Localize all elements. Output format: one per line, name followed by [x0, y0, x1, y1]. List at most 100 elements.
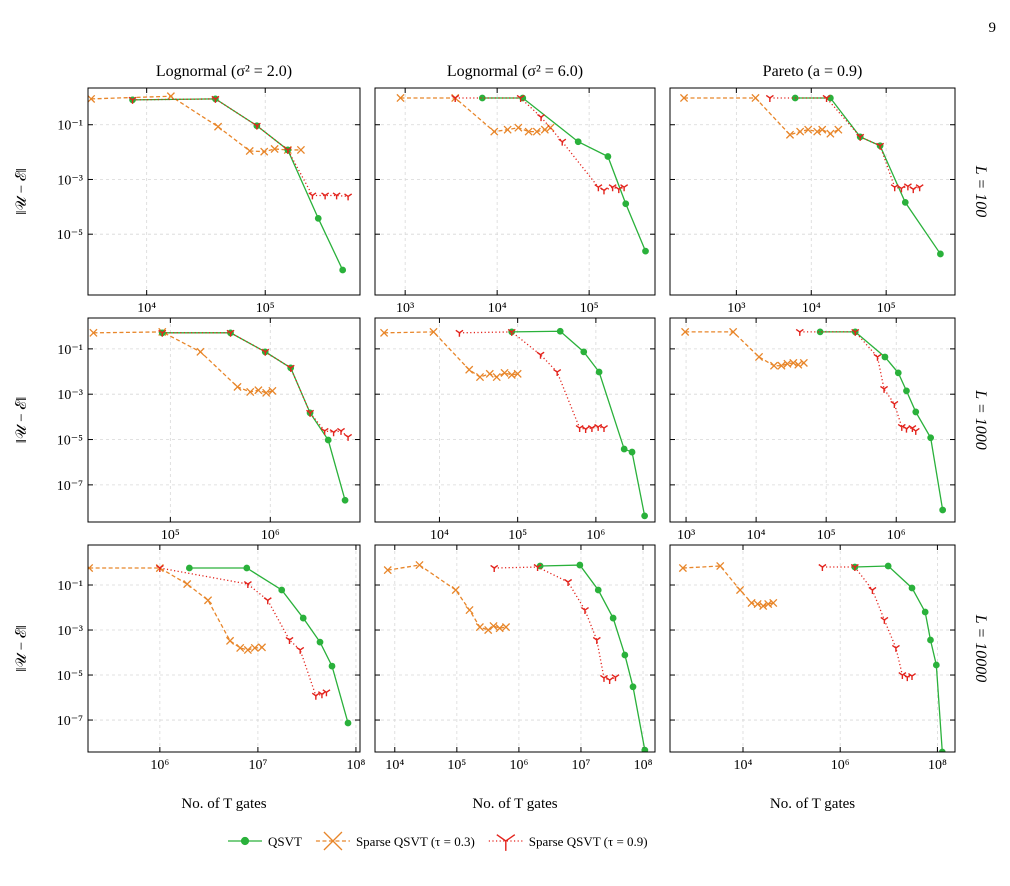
plot-series: [88, 92, 353, 274]
data-point: [344, 433, 353, 441]
plot-frame: [87, 317, 361, 523]
row-label: L = 1000: [972, 389, 989, 449]
data-point: [185, 564, 193, 572]
y-tick-label: 10⁻⁷: [57, 479, 83, 494]
data-point: [489, 622, 498, 631]
x-tick-label: 10⁵: [817, 528, 836, 543]
data-point: [628, 448, 636, 456]
data-point: [262, 388, 271, 397]
y-tick-label: 10⁻⁷: [57, 714, 83, 729]
data-point: [524, 127, 533, 136]
data-point: [898, 671, 907, 679]
series-line: [159, 567, 327, 697]
data-point: [813, 127, 822, 136]
x-tick-label: 10⁶: [586, 528, 605, 543]
data-point: [344, 193, 353, 201]
data-point: [818, 563, 827, 571]
data-point: [604, 153, 612, 160]
data-point: [196, 347, 205, 356]
series-line: [132, 98, 349, 198]
data-point: [897, 185, 906, 193]
plot-area: [375, 88, 655, 295]
x-axis-label: No. of T gates: [472, 796, 557, 812]
data-point: [329, 429, 338, 437]
y-tick-label: 10⁻⁵: [57, 434, 83, 449]
data-point: [344, 719, 352, 727]
data-point: [822, 94, 831, 102]
data-point: [553, 368, 562, 376]
x-tick-label: 10⁶: [887, 528, 906, 543]
column-title: Lognormal (σ² = 2.0): [156, 63, 292, 80]
plot-frame: [669, 544, 956, 753]
data-point: [592, 636, 601, 644]
y-tick-label: 10⁻¹: [57, 343, 83, 358]
data-point: [236, 643, 245, 652]
x-tick-label: 10⁴: [488, 301, 507, 316]
plot-series: [678, 561, 946, 752]
data-point: [546, 123, 555, 132]
series-line: [162, 332, 349, 438]
data-point: [641, 746, 649, 752]
data-point: [927, 636, 934, 644]
plot-frame: [374, 317, 656, 523]
data-point: [890, 400, 899, 408]
data-point: [268, 386, 277, 395]
data-point: [575, 424, 584, 433]
data-point: [911, 427, 920, 435]
data-point: [611, 674, 620, 682]
data-point: [679, 93, 689, 103]
data-point: [901, 199, 909, 206]
data-point: [465, 606, 474, 615]
data-point: [490, 127, 499, 136]
data-point: [485, 369, 494, 378]
plot-frame: [374, 544, 656, 753]
plot-area: [88, 88, 360, 295]
data-point: [851, 328, 860, 336]
data-point: [475, 373, 485, 382]
data-point: [599, 187, 608, 195]
data-point: [213, 122, 223, 131]
page-number: 9: [989, 20, 997, 36]
data-point: [270, 144, 279, 154]
data-point: [621, 651, 629, 659]
data-point: [263, 597, 272, 605]
x-tick-label: 10⁷: [572, 758, 591, 773]
data-point: [383, 566, 392, 575]
y-tick-label: 10⁻³: [57, 388, 83, 403]
data-point: [490, 564, 499, 572]
legend-label: Sparse QSVT (τ = 0.3): [356, 834, 475, 849]
data-point: [166, 92, 175, 101]
data-point: [536, 351, 545, 359]
data-point: [850, 563, 859, 571]
data-point: [891, 644, 900, 652]
x-tick-label: 10⁶: [509, 758, 528, 773]
plot-frame: [374, 87, 656, 296]
x-tick-label: 10⁷: [248, 758, 267, 773]
series-line: [799, 331, 917, 432]
data-point: [868, 586, 877, 594]
x-tick-label: 10⁴: [802, 301, 821, 316]
x-tick-label: 10⁶: [261, 528, 280, 543]
data-point: [321, 192, 330, 200]
data-point: [880, 616, 889, 624]
data-point: [314, 214, 322, 222]
y-tick-label: 10⁻⁵: [57, 669, 83, 684]
data-point: [908, 672, 917, 681]
data-point: [243, 564, 251, 572]
data-point: [608, 184, 617, 192]
data-point: [620, 184, 629, 192]
data-point: [451, 585, 460, 595]
data-point: [532, 127, 541, 136]
data-point: [818, 125, 827, 134]
x-tick-label: 10⁸: [634, 758, 653, 773]
series-line: [494, 566, 616, 681]
data-point: [594, 184, 603, 192]
data-point: [250, 643, 259, 652]
data-point: [765, 94, 774, 102]
series-line: [822, 566, 913, 678]
data-point: [322, 689, 331, 697]
data-point: [678, 563, 687, 573]
x-tick-label: 10⁵: [161, 528, 180, 543]
column-title: Pareto (a = 0.9): [763, 63, 863, 80]
data-point: [587, 424, 596, 433]
